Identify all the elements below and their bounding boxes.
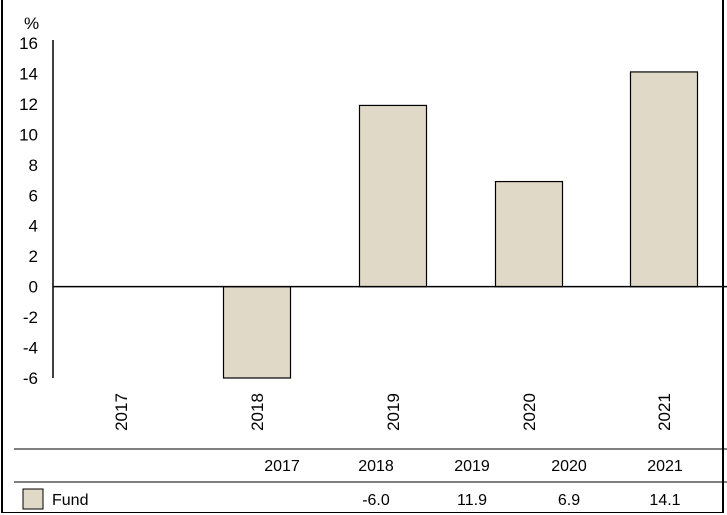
table-header-cell: 2017 — [264, 458, 300, 475]
table-header-cell: 2020 — [551, 458, 587, 475]
y-tick-label: 12 — [19, 95, 38, 114]
table-header-cell: 2021 — [647, 458, 683, 475]
y-axis-ticks: 16 14 12 10 8 6 4 2 0 -2 -4 -6 — [19, 34, 38, 388]
bars — [222, 71, 699, 379]
x-tick-label: 2017 — [112, 393, 131, 431]
table-cell: 6.9 — [558, 492, 580, 509]
table-header-row: 2017 2018 2019 2020 2021 — [264, 458, 683, 475]
table-cell: 14.1 — [649, 492, 680, 509]
y-axis-unit-label: % — [24, 14, 39, 33]
y-tick-label: -6 — [23, 369, 38, 388]
x-tick-label: 2020 — [520, 393, 539, 431]
table-cell: 11.9 — [457, 492, 487, 509]
table-header-cell: 2018 — [358, 458, 394, 475]
y-tick-label: 0 — [29, 278, 38, 297]
table-cell: -6.0 — [362, 492, 390, 509]
bar-fund-2020 — [494, 180, 564, 288]
x-tick-label: 2018 — [248, 393, 267, 431]
y-tick-label: 2 — [29, 247, 38, 266]
x-tick-label: 2021 — [655, 393, 674, 431]
table-row-label: Fund — [52, 492, 88, 509]
y-tick-label: 14 — [19, 64, 38, 83]
y-tick-label: 8 — [29, 156, 38, 175]
y-tick-label: 6 — [29, 186, 38, 205]
table-header-cell: 2019 — [454, 458, 490, 475]
x-axis-ticks: 2017 2018 2019 2020 2021 — [112, 393, 674, 431]
y-tick-label: 16 — [19, 34, 38, 53]
y-tick-label: -4 — [23, 339, 38, 358]
legend-swatch-fund — [22, 488, 44, 510]
y-tick-label: 4 — [29, 217, 38, 236]
x-tick-label: 2019 — [384, 393, 403, 431]
y-tick-label: -2 — [23, 308, 38, 327]
bar-fund-2018 — [222, 286, 292, 379]
bar-fund-2021 — [629, 71, 699, 288]
table-body: Fund -6.0 11.9 6.9 14.1 — [22, 488, 681, 510]
bar-fund-2019 — [358, 104, 428, 288]
y-tick-label: 10 — [19, 125, 38, 144]
